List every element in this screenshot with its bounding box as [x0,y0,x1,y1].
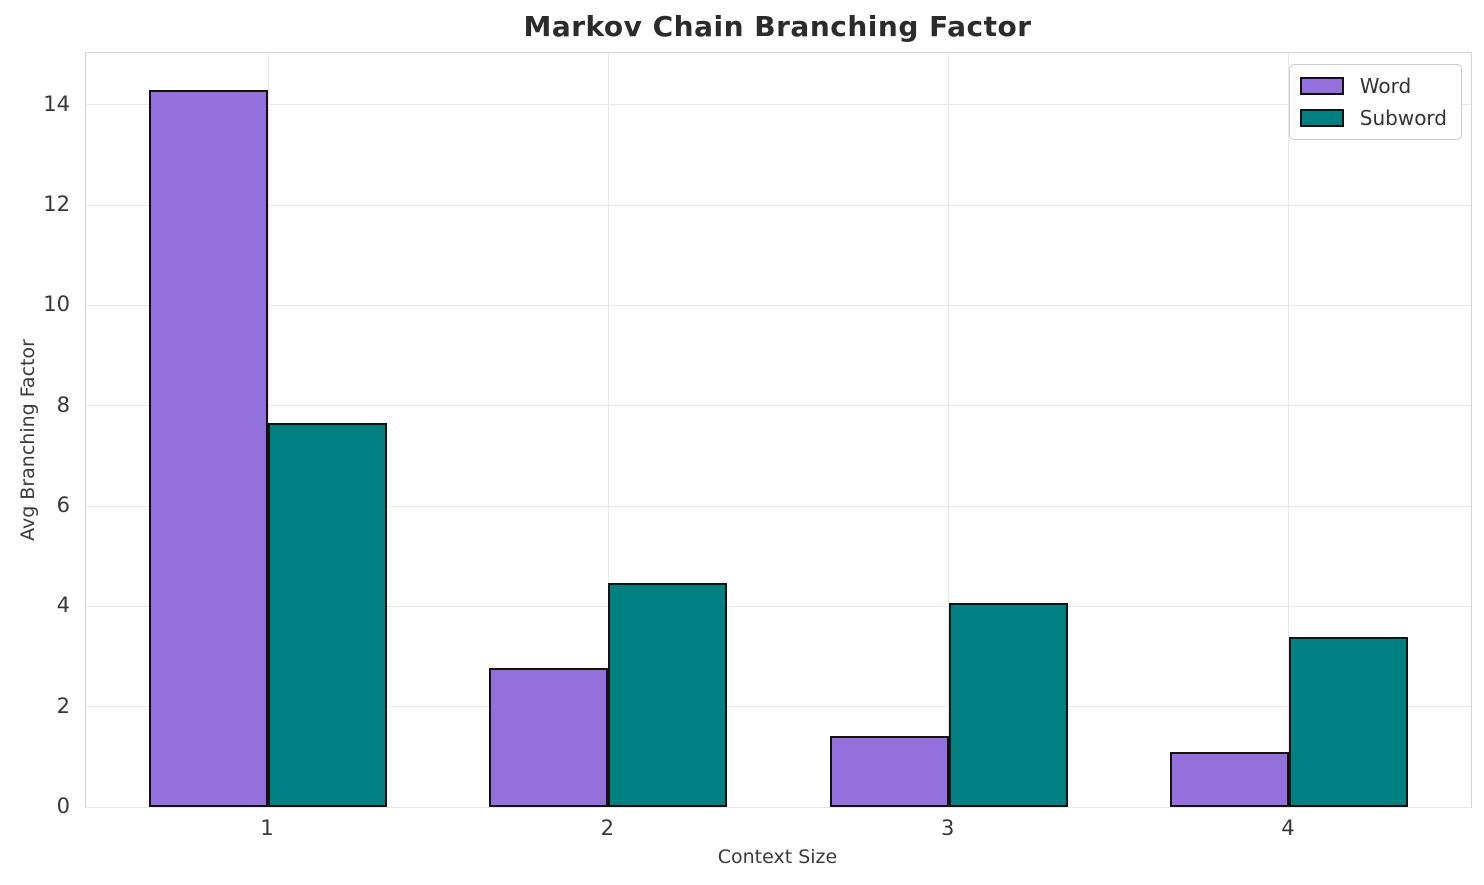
legend-swatch-subword [1299,109,1344,127]
bar-word-3 [829,735,949,807]
y-tick-label-4: 4 [56,593,70,618]
legend-item-subword: Subword [1299,106,1447,130]
chart-title: Markov Chain Branching Factor [523,10,1032,43]
gridline-h-12 [86,204,1471,206]
bar-word-1 [148,89,269,807]
gridline-h-14 [86,104,1471,106]
x-axis-label: Context Size [717,846,838,868]
plot-area: Word Subword [85,52,1472,808]
y-tick-label-14: 14 [43,91,70,116]
y-tick-label-6: 6 [56,493,70,517]
bar-subword-1 [268,422,388,807]
y-tick-label-12: 12 [43,192,70,216]
y-tick-label-8: 8 [56,392,70,417]
legend-item-word: Word [1299,74,1447,98]
gridline-v-4 [1288,53,1290,807]
legend-label-word: Word [1359,74,1412,98]
gridline-v-3 [948,53,950,807]
legend-label-subword: Subword [1359,106,1447,130]
bar-word-4 [1169,751,1289,807]
gridline-h-8 [86,405,1471,407]
y-tick-label-0: 0 [56,794,70,818]
bar-word-2 [489,668,609,807]
bar-subword-3 [948,602,1068,807]
bar-subword-2 [608,583,728,807]
legend: Word Subword [1288,64,1462,140]
bar-subword-4 [1288,636,1409,807]
y-tick-label-2: 2 [56,693,70,718]
y-tick-label-10: 10 [43,292,70,317]
gridline-v-2 [607,53,609,807]
x-tick-label-3: 3 [940,816,955,840]
x-tick-label-1: 1 [260,816,274,840]
x-tick-label-2: 2 [600,816,615,840]
x-tick-label-4: 4 [1281,816,1295,840]
gridline-h-0 [86,806,1471,808]
gridline-h-2 [86,706,1471,708]
gridline-h-4 [86,605,1471,607]
gridline-h-10 [86,304,1471,306]
gridline-h-6 [86,505,1471,507]
legend-swatch-word [1299,77,1344,95]
